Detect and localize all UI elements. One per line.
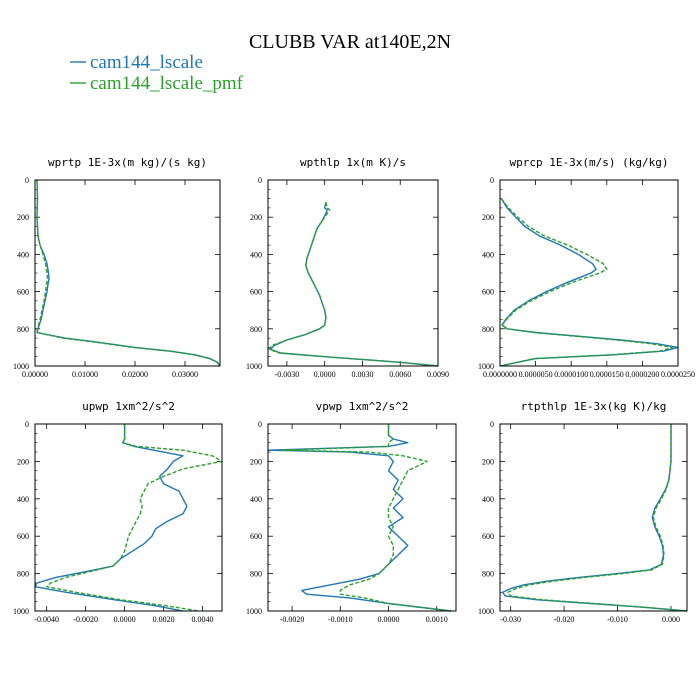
x-tick-label: 0.0000	[378, 615, 400, 624]
series-line-2	[499, 198, 673, 367]
y-tick-label: 400	[17, 495, 29, 504]
y-tick-label: 200	[17, 213, 29, 222]
x-tick-label: 0.0000000	[483, 370, 517, 379]
plot-frame	[267, 423, 457, 612]
plot-frame	[34, 179, 221, 367]
panels: wprtp 1E-3x(m kg)/(s kg) 0 200 400 600 800 100…	[13, 156, 695, 624]
plot-frame	[499, 179, 679, 367]
x-tick-label: 0.0090	[427, 370, 449, 379]
x-tick-label: 0.0000200	[625, 370, 659, 379]
panel-title: wpthlp 1x(m K)/s	[300, 156, 406, 169]
y-tick-label: 400	[250, 250, 262, 259]
panel-1: wprtp 1E-3x(m kg)/(s kg) 0 200 400 600 800 100…	[13, 156, 221, 379]
y-tick-label: 600	[250, 288, 262, 297]
y-tick-label: 200	[482, 457, 494, 466]
series-line-2	[36, 179, 221, 367]
y-tick-label: 600	[482, 532, 494, 541]
panel-title: rtpthlp 1E-3x(kg K)/kg	[521, 400, 667, 413]
y-tick-label: 0	[258, 176, 262, 185]
panel-2: wpthlp 1x(m K)/s 0 200 400 600 800 1000 -0.0030…	[246, 156, 449, 379]
y-tick-label: 0	[490, 176, 494, 185]
y-tick-label: 0	[25, 176, 29, 185]
main-title: CLUBB VAR at140E,2N	[249, 31, 451, 53]
legend-label-2: cam144_lscale_pmf	[90, 73, 244, 94]
x-tick-label: -0.020	[554, 615, 575, 624]
y-tick-label: 800	[17, 325, 29, 334]
x-tick-label: -0.0020	[73, 615, 98, 624]
panel-title: wprcp 1E-3x(m/s) (kg/kg)	[510, 156, 669, 169]
x-tick-label: 0.0000150	[590, 370, 624, 379]
y-tick-label: 200	[17, 457, 29, 466]
x-tick-label: 0.0020	[153, 615, 175, 624]
panel-title: vpwp 1xm^2/s^2	[316, 400, 409, 413]
plot-frame	[34, 423, 223, 612]
x-tick-label: -0.0010	[328, 615, 353, 624]
series-line-2	[507, 424, 688, 612]
panel-3: wprcp 1E-3x(m/s) (kg/kg) 0 200 400 600 800 100…	[478, 156, 695, 379]
y-tick-label: 800	[17, 570, 29, 579]
y-tick-label: 800	[482, 570, 494, 579]
y-tick-label: 1000	[478, 362, 494, 371]
y-tick-label: 400	[482, 495, 494, 504]
series-line-2	[281, 424, 452, 612]
y-tick-label: 1000	[246, 607, 262, 616]
y-tick-label: 400	[250, 495, 262, 504]
y-tick-label: 0	[490, 420, 494, 429]
y-tick-label: 800	[250, 325, 262, 334]
x-tick-label: 0.0040	[192, 615, 214, 624]
series-line-2	[268, 202, 439, 367]
x-tick-label: 0.02000	[122, 370, 148, 379]
x-tick-label: 0.0000	[314, 370, 336, 379]
y-tick-label: 600	[250, 532, 262, 541]
x-tick-label: 0.0030	[351, 370, 373, 379]
y-tick-label: 200	[250, 457, 262, 466]
y-tick-label: 0	[25, 420, 29, 429]
y-tick-label: 0	[258, 420, 262, 429]
y-tick-label: 1000	[13, 607, 29, 616]
series-line-1	[34, 424, 188, 612]
legend: cam144_lscale cam144_lscale_pmf	[70, 52, 244, 94]
x-tick-label: 0.01000	[72, 370, 98, 379]
panel-title: upwp 1xm^2/s^2	[82, 400, 175, 413]
x-tick-label: 0.0000	[114, 615, 136, 624]
y-tick-label: 600	[17, 288, 29, 297]
x-tick-label: 0.000	[662, 615, 680, 624]
y-tick-label: 200	[250, 213, 262, 222]
y-tick-label: 600	[17, 532, 29, 541]
panel-6: rtpthlp 1E-3x(kg K)/kg02004006008001000-…	[478, 400, 688, 624]
plot-frame	[499, 423, 688, 612]
x-tick-label: -0.010	[607, 615, 628, 624]
y-tick-label: 600	[482, 288, 494, 297]
x-tick-label: -0.0020	[280, 615, 305, 624]
series-line-2	[46, 424, 223, 612]
y-tick-label: 200	[482, 213, 494, 222]
y-tick-label: 800	[482, 325, 494, 334]
x-tick-label: 0.03000	[172, 370, 198, 379]
x-tick-label: -0.030	[500, 615, 521, 624]
legend-label-1: cam144_lscale	[90, 52, 203, 73]
x-tick-label: 0.0000100	[554, 370, 588, 379]
x-tick-label: -0.0040	[34, 615, 59, 624]
y-tick-label: 400	[482, 250, 494, 259]
y-tick-label: 1000	[478, 607, 494, 616]
x-tick-label: 0.0000250	[661, 370, 695, 379]
y-tick-label: 1000	[246, 362, 262, 371]
x-tick-label: 0.0060	[389, 370, 411, 379]
y-tick-label: 800	[250, 570, 262, 579]
x-tick-label: 0.0000050	[519, 370, 553, 379]
x-tick-label: 0.00000	[22, 370, 48, 379]
x-tick-label: -0.0030	[275, 370, 300, 379]
series-line-1	[499, 198, 679, 367]
panel-4: upwp 1xm^2/s^2 0 200 400 600 800 1000 -0.0040 -0…	[13, 400, 223, 624]
panel-5: vpwp 1xm^2/s^2 0 200 400 600 800 1000 -0.0020 -0…	[246, 400, 457, 624]
x-tick-label: 0.0010	[426, 615, 448, 624]
y-tick-label: 1000	[13, 362, 29, 371]
plot-frame	[267, 179, 439, 367]
panel-title: wprtp 1E-3x(m kg)/(s kg)	[48, 156, 207, 169]
y-tick-label: 400	[17, 250, 29, 259]
